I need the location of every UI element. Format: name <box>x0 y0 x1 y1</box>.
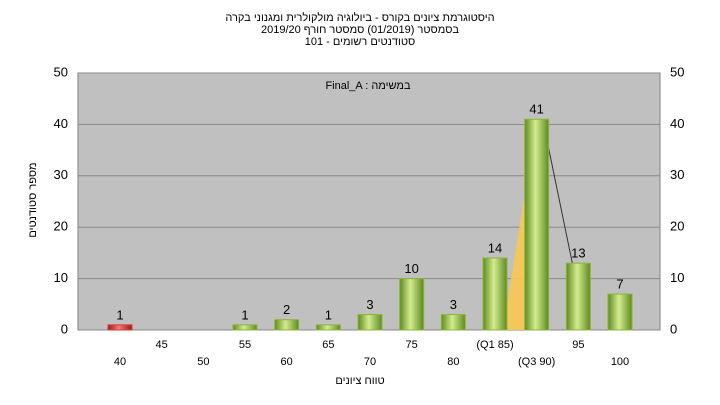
value-label: 10 <box>404 261 418 276</box>
bar <box>357 314 383 331</box>
x-tick-label: (Q1 85) <box>476 339 513 351</box>
y-tick-label: 50 <box>54 64 68 79</box>
y-tick-label: 0 <box>61 321 68 336</box>
title-line: סטודנטים רשומים - 101 <box>305 36 416 48</box>
y2-tick-label: 40 <box>670 116 684 131</box>
x-tick-label: 40 <box>114 356 126 368</box>
value-label: 2 <box>283 302 290 317</box>
value-label: 41 <box>529 102 543 117</box>
x-tick-label: 75 <box>406 339 418 351</box>
annotation: Final_A : במשימה <box>325 80 411 92</box>
bar <box>524 118 550 331</box>
bar <box>274 319 300 331</box>
bar <box>315 324 341 331</box>
y2-tick-label: 20 <box>670 219 684 234</box>
x-tick-label: 80 <box>447 356 459 368</box>
x-tick-label: 45 <box>156 339 168 351</box>
value-label: 3 <box>366 297 373 312</box>
y-tick-label: 40 <box>54 116 68 131</box>
bar <box>482 257 508 331</box>
y2-tick-label: 30 <box>670 167 684 182</box>
value-label: 3 <box>450 297 457 312</box>
x-tick-label: 100 <box>611 356 629 368</box>
bar <box>232 324 258 331</box>
y2-tick-label: 0 <box>670 321 677 336</box>
bar <box>107 324 133 331</box>
bar <box>440 314 466 331</box>
bar <box>565 262 591 331</box>
title-line: בסמסטר (01/2019) סמסטר חורף 2019/20 <box>261 24 459 36</box>
value-label: 1 <box>325 307 332 322</box>
bar <box>607 293 633 331</box>
value-label: 13 <box>571 246 585 261</box>
x-tick-label: 70 <box>364 356 376 368</box>
y2-tick-label: 50 <box>670 64 684 79</box>
x-tick-label: 65 <box>322 339 334 351</box>
x-axis-label: טווח ציונים <box>335 375 384 387</box>
value-label: 1 <box>241 307 248 322</box>
x-tick-label: 50 <box>197 356 209 368</box>
y-axis-label: מספר סטודנטים <box>27 162 39 237</box>
y-tick-label: 10 <box>54 270 68 285</box>
title-line: היסטוגרמת ציונים בקורס - ביולוגיה מולקול… <box>225 11 494 24</box>
y-tick-label: 30 <box>54 167 68 182</box>
x-tick-label: 60 <box>281 356 293 368</box>
plot-area <box>77 72 661 331</box>
value-label: 1 <box>116 307 123 322</box>
y2-tick-label: 10 <box>670 270 684 285</box>
value-label: 7 <box>616 276 623 291</box>
x-tick-label: 55 <box>239 339 251 351</box>
bar <box>399 278 425 331</box>
x-tick-label: 95 <box>572 339 584 351</box>
value-label: 14 <box>488 240 502 255</box>
x-tick-label: (Q3 90) <box>518 356 555 368</box>
y-tick-label: 20 <box>54 219 68 234</box>
